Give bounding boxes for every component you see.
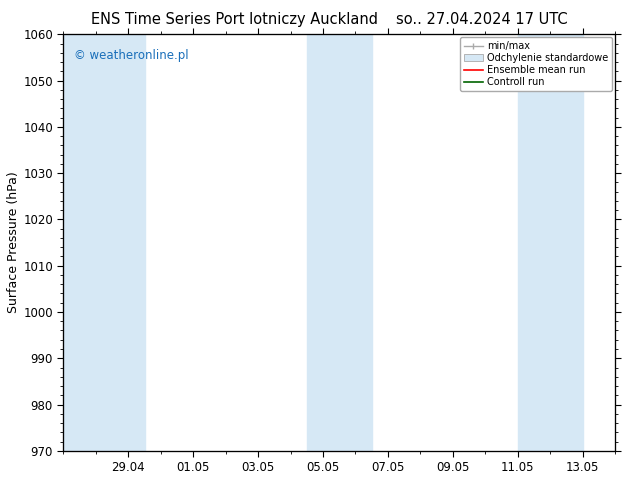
Text: © weatheronline.pl: © weatheronline.pl	[74, 49, 189, 62]
Text: so.. 27.04.2024 17 UTC: so.. 27.04.2024 17 UTC	[396, 12, 567, 27]
Text: ENS Time Series Port lotniczy Auckland: ENS Time Series Port lotniczy Auckland	[91, 12, 378, 27]
Y-axis label: Surface Pressure (hPa): Surface Pressure (hPa)	[8, 172, 20, 314]
Bar	[517, 34, 583, 451]
Bar	[63, 34, 145, 451]
Legend: min/max, Odchylenie standardowe, Ensemble mean run, Controll run: min/max, Odchylenie standardowe, Ensembl…	[460, 37, 612, 91]
Bar	[307, 34, 372, 451]
